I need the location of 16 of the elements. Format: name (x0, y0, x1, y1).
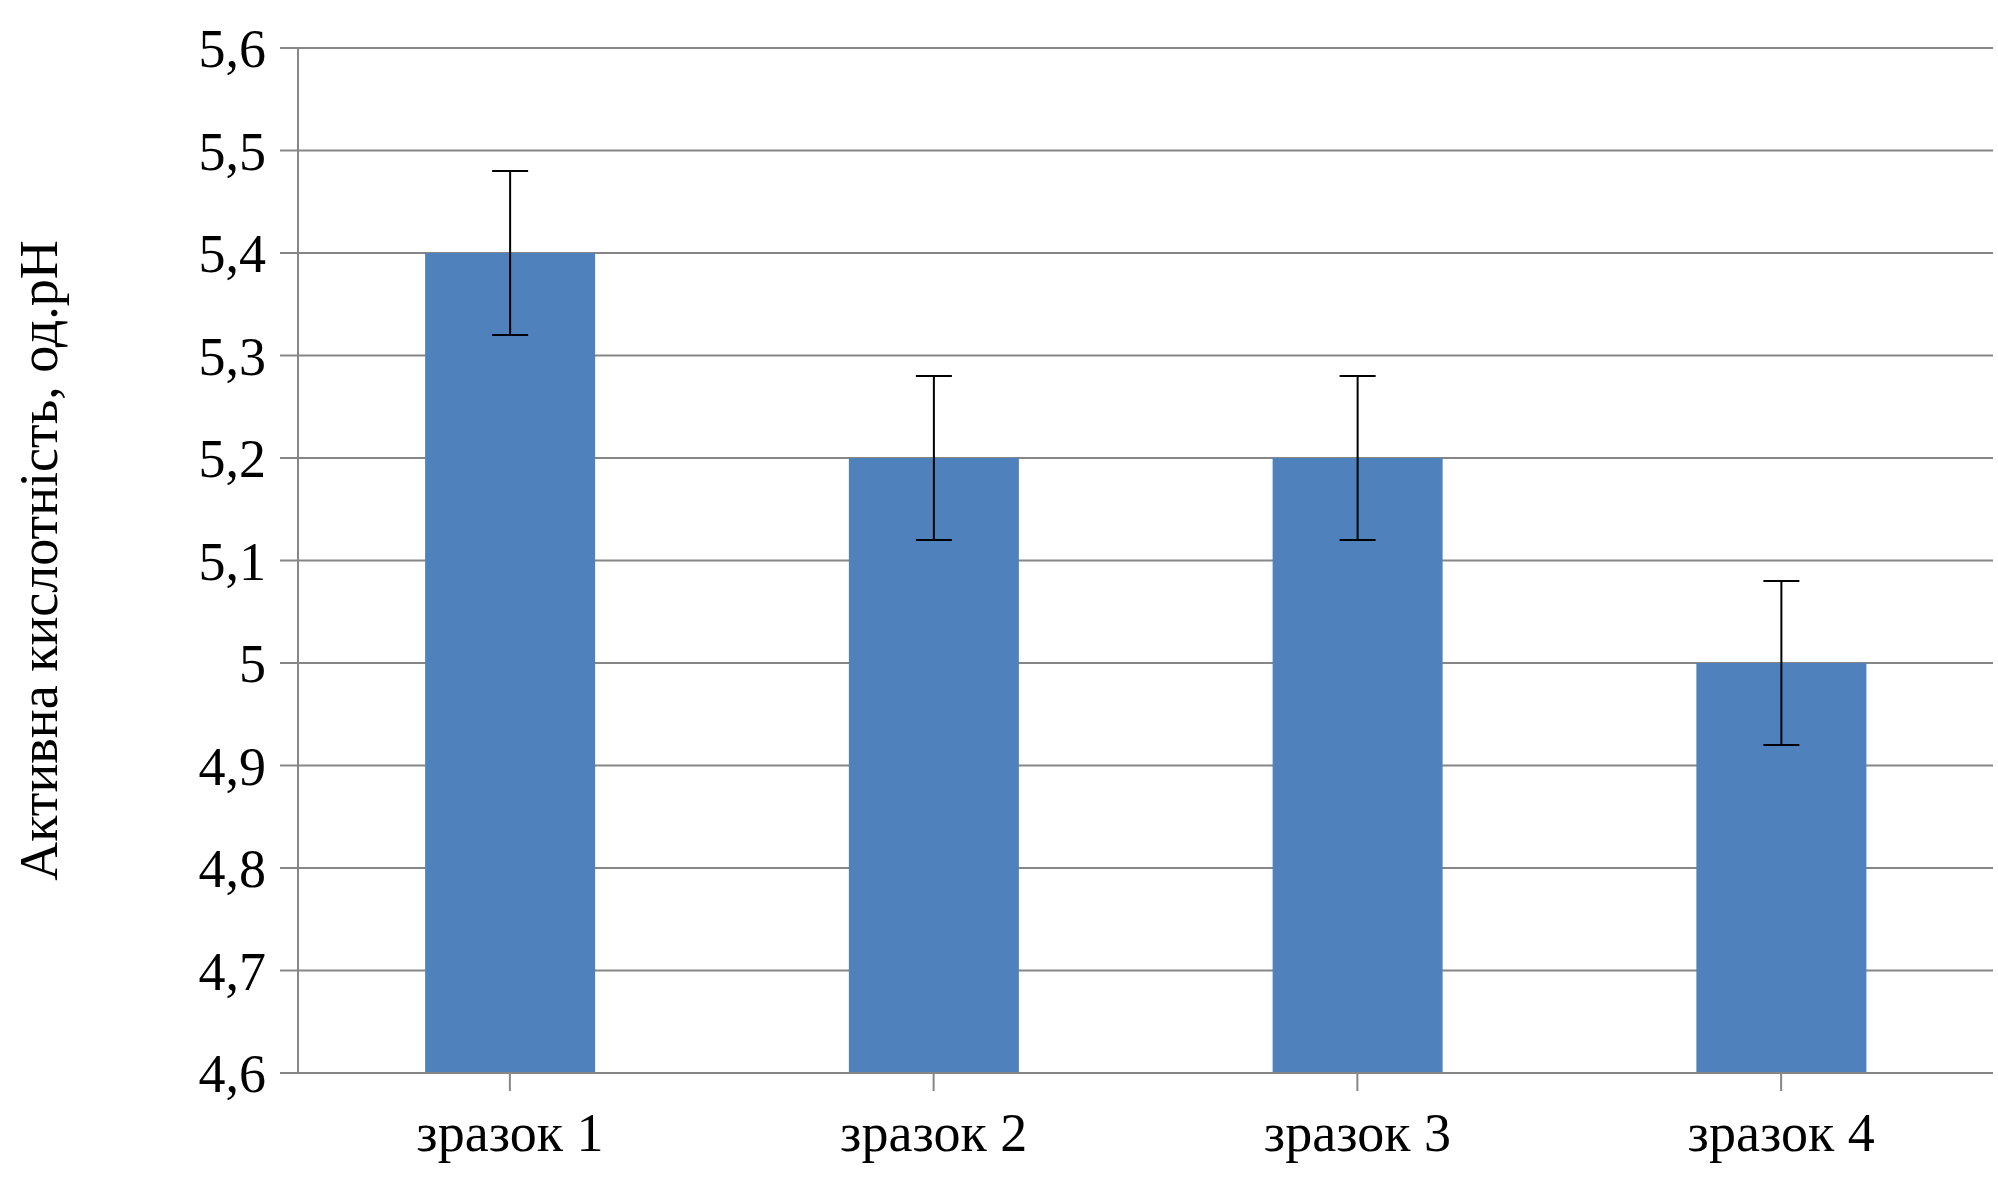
y-tick-label: 5 (239, 634, 266, 695)
x-tick-label: зразок 2 (840, 1103, 1028, 1164)
x-tick-label: зразок 1 (416, 1103, 604, 1164)
y-tick-label: 4,6 (198, 1044, 266, 1105)
y-axis-title: Активна кислотність, од.pH (9, 240, 70, 881)
y-tick-label: 5,1 (198, 531, 266, 592)
y-tick-label: 5,4 (198, 224, 266, 285)
y-tick-label: 5,5 (198, 121, 266, 182)
y-tick-label: 4,8 (198, 839, 266, 900)
y-tick-label: 5,2 (198, 429, 266, 490)
y-tick-label: 4,9 (198, 736, 266, 797)
x-tick-label: зразок 3 (1263, 1103, 1451, 1164)
y-tick-label: 5,6 (198, 19, 266, 80)
x-tick-label: зразок 4 (1687, 1103, 1875, 1164)
y-tick-label: 4,7 (198, 941, 266, 1002)
y-tick-label: 5,3 (198, 326, 266, 387)
